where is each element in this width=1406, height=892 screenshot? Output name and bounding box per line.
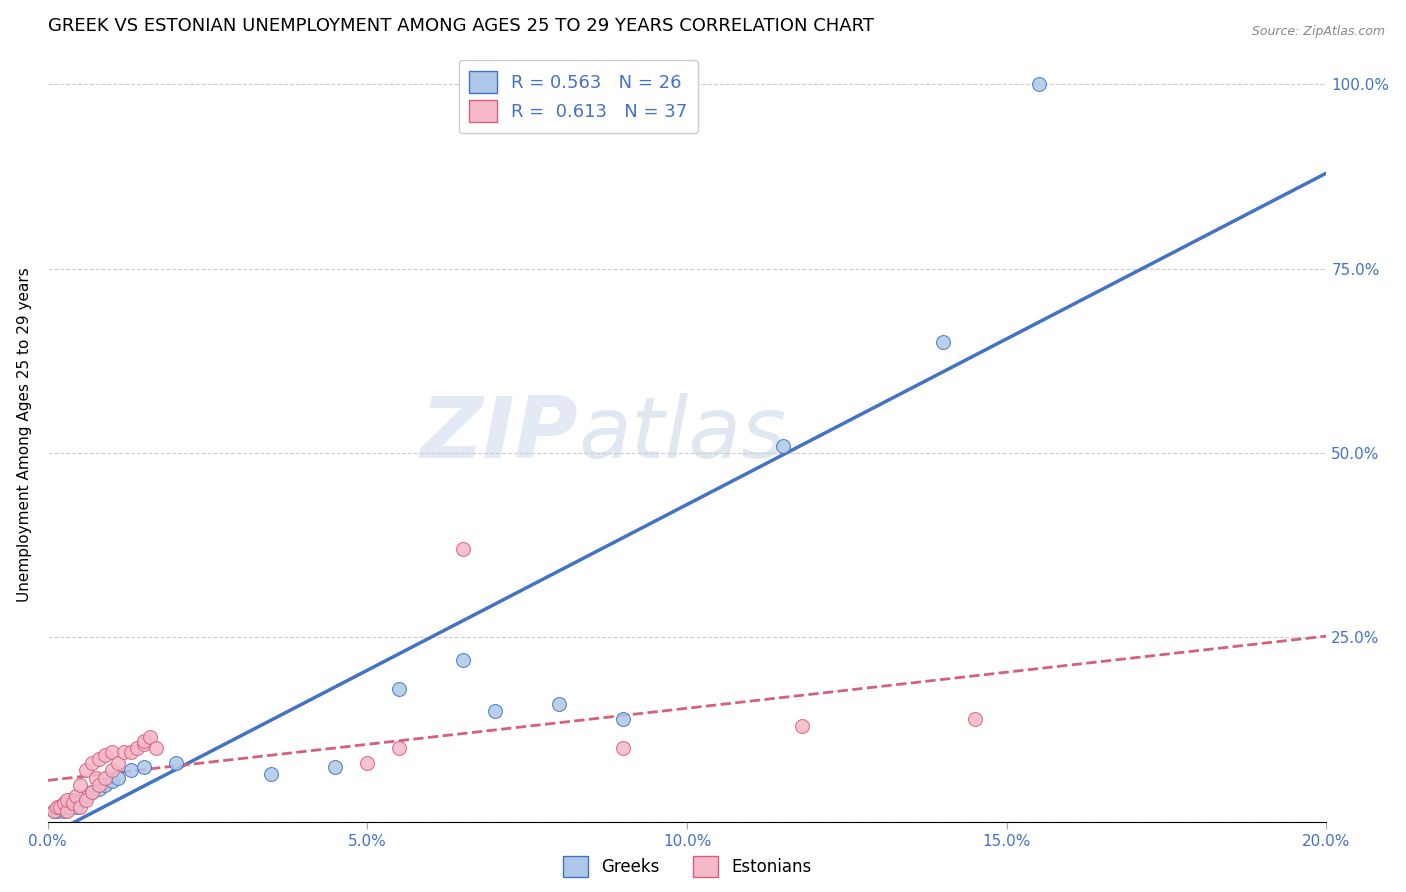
Point bbox=[100, 745, 122, 759]
Point bbox=[132, 759, 155, 773]
Point bbox=[62, 793, 84, 807]
Point bbox=[94, 748, 117, 763]
Point bbox=[52, 804, 75, 818]
Point bbox=[52, 797, 75, 811]
Point bbox=[132, 738, 155, 752]
Point bbox=[100, 774, 122, 789]
Point bbox=[82, 756, 104, 770]
Text: ZIP: ZIP bbox=[420, 393, 578, 476]
Point bbox=[772, 439, 794, 453]
Point bbox=[49, 800, 72, 814]
Point bbox=[612, 741, 634, 756]
Point bbox=[165, 756, 187, 770]
Point bbox=[548, 697, 571, 711]
Point bbox=[484, 704, 506, 718]
Point bbox=[65, 800, 87, 814]
Point bbox=[612, 712, 634, 726]
Point bbox=[62, 797, 84, 811]
Point bbox=[107, 771, 129, 785]
Point bbox=[46, 804, 69, 818]
Point bbox=[120, 763, 142, 777]
Point bbox=[87, 778, 110, 792]
Point bbox=[75, 763, 97, 777]
Legend: Greeks, Estonians: Greeks, Estonians bbox=[557, 849, 818, 883]
Text: Source: ZipAtlas.com: Source: ZipAtlas.com bbox=[1251, 25, 1385, 38]
Point bbox=[84, 771, 107, 785]
Point bbox=[325, 759, 347, 773]
Point bbox=[100, 763, 122, 777]
Point bbox=[451, 541, 474, 556]
Point bbox=[59, 797, 82, 811]
Point bbox=[87, 752, 110, 766]
Point bbox=[1028, 77, 1050, 91]
Point bbox=[356, 756, 378, 770]
Point bbox=[82, 785, 104, 799]
Point bbox=[69, 793, 91, 807]
Point bbox=[49, 800, 72, 814]
Point bbox=[87, 781, 110, 796]
Point bbox=[260, 767, 283, 781]
Point bbox=[792, 719, 814, 733]
Point bbox=[388, 741, 411, 756]
Point bbox=[69, 800, 91, 814]
Point bbox=[75, 793, 97, 807]
Point bbox=[112, 745, 135, 759]
Y-axis label: Unemployment Among Ages 25 to 29 years: Unemployment Among Ages 25 to 29 years bbox=[17, 268, 32, 602]
Point bbox=[42, 804, 65, 818]
Point bbox=[94, 771, 117, 785]
Point bbox=[388, 682, 411, 697]
Point bbox=[65, 789, 87, 803]
Point bbox=[94, 778, 117, 792]
Point bbox=[56, 804, 79, 818]
Point bbox=[69, 778, 91, 792]
Point bbox=[75, 789, 97, 803]
Text: atlas: atlas bbox=[578, 393, 786, 476]
Point bbox=[963, 712, 986, 726]
Text: GREEK VS ESTONIAN UNEMPLOYMENT AMONG AGES 25 TO 29 YEARS CORRELATION CHART: GREEK VS ESTONIAN UNEMPLOYMENT AMONG AGE… bbox=[48, 17, 873, 35]
Point bbox=[139, 730, 162, 744]
Point bbox=[56, 800, 79, 814]
Point bbox=[82, 785, 104, 799]
Point bbox=[132, 733, 155, 747]
Point bbox=[145, 741, 167, 756]
Point bbox=[451, 652, 474, 666]
Point bbox=[42, 804, 65, 818]
Point bbox=[932, 335, 955, 350]
Point bbox=[127, 741, 149, 756]
Point bbox=[107, 756, 129, 770]
Point bbox=[46, 800, 69, 814]
Point bbox=[120, 745, 142, 759]
Point bbox=[56, 793, 79, 807]
